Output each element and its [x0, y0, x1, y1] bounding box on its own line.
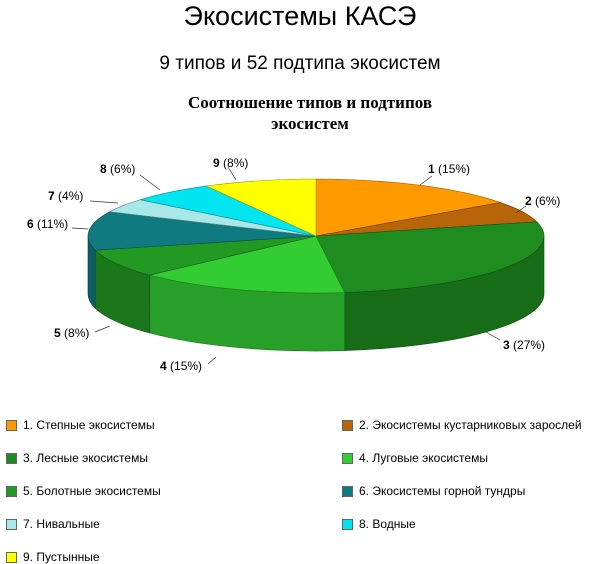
legend-swatch-4: [342, 452, 353, 464]
pie-slice-3: [315, 221, 545, 293]
legend-swatch-7: [6, 518, 17, 530]
data-label-8: 8 (6%): [100, 162, 135, 176]
legend-item-7: 7. Нивальные: [6, 517, 100, 531]
legend-label-4: 4. Луговые экосистемы: [359, 451, 488, 465]
leader-line: [139, 174, 161, 191]
leader-line: [71, 227, 89, 230]
pie-slice-4: [149, 235, 346, 294]
legend-item-9: 9. Пустынные: [6, 550, 100, 564]
legend-label-5: 5. Болотные экосистемы: [23, 484, 161, 498]
leader-line: [207, 356, 217, 365]
data-label-7: 7 (4%): [48, 189, 83, 203]
legend-item-2: 2. Экосистемы кустарниковых зарослей: [342, 418, 582, 432]
pie-slice-6: [87, 211, 317, 251]
pie-slice-9: [205, 178, 317, 237]
legend-label-9: 9. Пустынные: [23, 550, 100, 564]
data-label-4: 4 (15%): [160, 359, 202, 373]
legend-label-8: 8. Водные: [359, 517, 416, 531]
data-label-9: 9 (8%): [213, 156, 248, 170]
leader-line: [227, 166, 237, 181]
legend-item-1: 1. Степные экосистемы: [6, 418, 155, 432]
pie-leader-lines: [71, 166, 527, 365]
leader-line: [515, 205, 527, 214]
legend-item-6: 6. Экосистемы горной тундры: [342, 484, 525, 498]
leader-line: [419, 175, 433, 186]
legend-swatch-3: [6, 452, 17, 464]
pie-slice-5: [94, 235, 317, 276]
legend-item-4: 4. Луговые экосистемы: [342, 451, 488, 465]
data-label-1: 1 (15%): [428, 162, 470, 176]
data-label-2: 2 (6%): [525, 194, 560, 208]
chart-title-line-1: Соотношение типов и подтипов: [187, 93, 433, 112]
legend-item-8: 8. Водные: [342, 517, 416, 531]
pie-slices: [87, 178, 545, 294]
pie-slice-1: [315, 178, 502, 237]
legend-item-3: 3. Лесные экосистемы: [6, 451, 148, 465]
leader-line: [94, 325, 111, 333]
leader-line: [89, 200, 119, 204]
leader-line: [485, 331, 501, 341]
legend-swatch-1: [6, 419, 17, 431]
legend-swatch-8: [342, 518, 353, 530]
data-label-6: 6 (11%): [27, 217, 68, 231]
pie-chart: 1 (15%) 2 (6%) 3 (27%) 4 (15%) 5 (8%) 6 (11%)…: [27, 156, 560, 373]
pie-data-labels: 1 (15%) 2 (6%) 3 (27%) 4 (15%) 5 (8%) 6 (11%)…: [27, 156, 560, 373]
chart-title: Соотношение типов и подтипов экосистем: [140, 92, 480, 134]
data-label-5: 5 (8%): [54, 326, 89, 340]
legend-label-7: 7. Нивальные: [23, 517, 100, 531]
legend-item-5: 5. Болотные экосистемы: [6, 484, 161, 498]
legend-label-2: 2. Экосистемы кустарниковых зарослей: [359, 418, 582, 432]
legend-label-6: 6. Экосистемы горной тундры: [359, 484, 526, 498]
legend-swatch-9: [6, 551, 17, 563]
page-title: Экосистемы КАСЭ: [183, 1, 417, 31]
page-subtitle: 9 типов и 52 подтипа экосистем: [159, 53, 441, 74]
data-label-3: 3 (27%): [503, 338, 545, 352]
legend-swatch-6: [342, 485, 353, 497]
legend-swatch-2: [342, 419, 353, 431]
pie-side-walls: [87, 235, 545, 352]
legend-label-1: 1. Степные экосистемы: [23, 418, 155, 432]
legend-label-3: 3. Лесные экосистемы: [23, 451, 148, 465]
legend-swatch-5: [6, 485, 17, 497]
chart-title-line-2: экосистем: [271, 114, 349, 133]
